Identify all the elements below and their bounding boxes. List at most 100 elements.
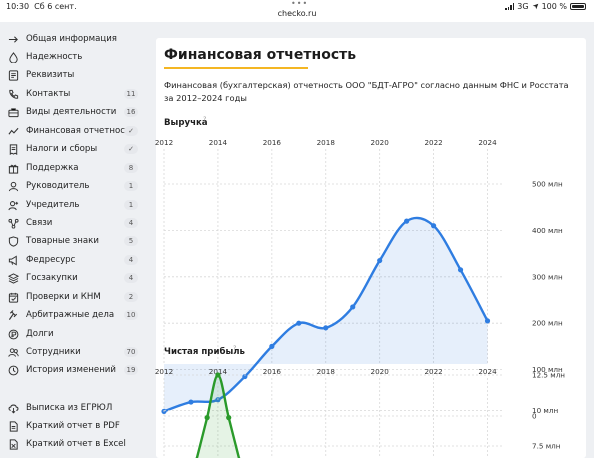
sidebar-item[interactable]: Общая информация (0, 31, 144, 47)
sidebar-item[interactable]: Надежность (0, 49, 144, 65)
user-plus-icon (7, 199, 19, 211)
sidebar-item[interactable]: Сотрудники 70 (0, 344, 144, 360)
sidebar-item[interactable]: Виды деятельности 16 (0, 104, 144, 120)
y-tick-label: 10 млн (532, 406, 558, 415)
sidebar-item-badge: 2 (124, 292, 138, 302)
y-tick-label: 200 млн (532, 319, 563, 328)
x-tick-label: 2012 (155, 138, 173, 147)
net-profit-help-icon[interactable]: ? (233, 344, 236, 352)
y-tick-label: 400 млн (532, 226, 563, 235)
sidebar-item-label: Надежность (26, 52, 82, 62)
data-point (485, 318, 490, 323)
sidebar-item-badge: 16 (124, 107, 138, 117)
sidebar-item[interactable]: Проверки и КНМ 2 (0, 289, 144, 305)
sidebar-item-label: Федресурс (26, 255, 75, 265)
briefcase-icon (7, 106, 19, 118)
sidebar-item-label: Реквизиты (26, 70, 74, 80)
sidebar-item-label: Госзакупки (26, 273, 78, 283)
sidebar-item-badge: 10 (124, 310, 138, 320)
sidebar-item[interactable]: Госзакупки 4 (0, 270, 144, 286)
phone-icon (7, 88, 19, 100)
battery-label: 100 % (542, 2, 567, 11)
gift-icon (7, 162, 19, 174)
sidebar-item-label: Сотрудники (26, 347, 81, 357)
status-bar: 10:30 Сб 6 сент. ••• checko.ru 3G 100 % (0, 0, 594, 22)
sidebar-item[interactable]: Долги (0, 326, 144, 342)
sidebar-item[interactable]: Налоги и сборы✓ (0, 141, 144, 157)
sidebar-item[interactable]: Краткий отчет в PDF (0, 418, 144, 434)
data-point (431, 223, 436, 228)
sidebar-item-label: История изменений (26, 365, 116, 375)
file-excel-icon (7, 438, 19, 450)
y-tick-label: 12.5 млн (532, 371, 565, 380)
sidebar-item-label: Выписка из ЕГРЮЛ (26, 403, 112, 413)
data-point (215, 372, 220, 377)
trend-icon (7, 125, 19, 137)
location-icon (532, 3, 539, 10)
sidebar-item[interactable]: Федресурс 4 (0, 252, 144, 268)
sidebar-item[interactable]: Выписка из ЕГРЮЛ (0, 400, 144, 416)
megaphone-icon (7, 254, 19, 266)
y-tick-label: 300 млн (532, 272, 563, 281)
sidebar-item-label: Учредитель (26, 200, 79, 210)
data-point (323, 325, 328, 330)
sidebar-item-badge: 4 (124, 273, 138, 283)
shield-icon (7, 235, 19, 247)
sidebar-item-label: Краткий отчет в Excel (26, 439, 126, 449)
sidebar-item[interactable]: Руководитель 1 (0, 178, 144, 194)
sidebar-item-badge: 1 (124, 181, 138, 191)
battery-icon (570, 3, 586, 10)
y-tick-label: 7.5 млн (532, 442, 561, 451)
sidebar-item-label: Виды деятельности (26, 107, 116, 117)
file-pdf-icon (7, 420, 19, 432)
data-point (296, 321, 301, 326)
data-point (377, 258, 382, 263)
sidebar-item-label: Поддержка (26, 163, 79, 173)
signal-icon (505, 3, 514, 10)
sidebar-item-badge: 70 (124, 347, 138, 357)
network-label: 3G (517, 2, 528, 11)
user-icon (7, 180, 19, 192)
sidebar-item-badge: 4 (124, 255, 138, 265)
multitask-dots[interactable]: ••• (291, 0, 308, 8)
history-icon (7, 364, 19, 376)
revenue-title: Выручка (164, 118, 208, 128)
revenue-help-icon[interactable]: ? (203, 115, 206, 123)
sidebar-item-label: Финансовая отчетность (26, 126, 135, 136)
sidebar-item-label: Контакты (26, 89, 70, 99)
sidebar-item[interactable]: Связи 4 (0, 215, 144, 231)
sidebar-item-badge: ✓ (124, 126, 138, 136)
status-indicators: 3G 100 % (505, 2, 586, 11)
y-tick-label: 500 млн (532, 180, 563, 189)
sidebar-item-label: Общая информация (26, 34, 117, 44)
sidebar-item-label: Товарные знаки (26, 236, 99, 246)
sidebar-item-label: Проверки и КНМ (26, 292, 101, 302)
sidebar-item[interactable]: Реквизиты (0, 67, 144, 83)
x-tick-label: 2022 (424, 138, 442, 147)
sidebar-item-label: Долги (26, 329, 54, 339)
sidebar-item-badge: 4 (124, 218, 138, 228)
sidebar-item-badge: 19 (124, 365, 138, 375)
sidebar-item[interactable]: Контакты 11 (0, 86, 144, 102)
x-tick-label: 2024 (478, 138, 497, 147)
sidebar-item[interactable]: История изменений 19 (0, 362, 144, 378)
x-tick-label: 2016 (263, 138, 282, 147)
sidebar-item[interactable]: Арбитражные дела 10 (0, 307, 144, 323)
sidebar-item-label: Руководитель (26, 181, 89, 191)
sidebar-item-label: Связи (26, 218, 52, 228)
page-title: Финансовая отчетность (164, 47, 356, 63)
data-point (458, 267, 463, 272)
users-icon (7, 346, 19, 358)
arrow-right-icon (7, 33, 19, 45)
sidebar-item[interactable]: Краткий отчет в Excel (0, 436, 144, 452)
data-point (226, 415, 231, 420)
data-point (350, 304, 355, 309)
sidebar-item[interactable]: Финансовая отчетность✓ (0, 123, 144, 139)
sidebar-item-badge: 11 (124, 89, 138, 99)
sidebar-item-label: Арбитражные дела (26, 310, 114, 320)
sidebar-item-badge: 5 (124, 236, 138, 246)
sidebar-item[interactable]: Товарные знаки 5 (0, 233, 144, 249)
